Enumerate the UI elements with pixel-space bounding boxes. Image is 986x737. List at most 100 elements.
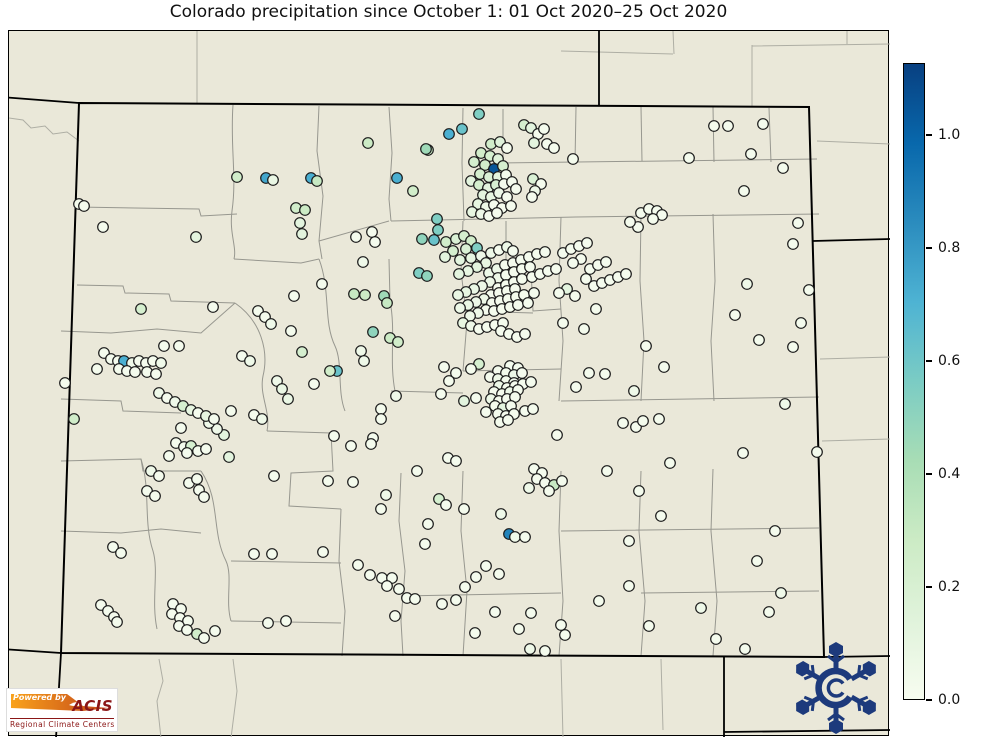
- station-dot: [647, 213, 659, 225]
- station-dot: [593, 595, 605, 607]
- station-dot: [538, 123, 550, 135]
- station-dot: [357, 256, 369, 268]
- station-dot: [380, 489, 392, 501]
- station-dot: [135, 303, 147, 315]
- station-dot: [738, 185, 750, 197]
- station-dot: [280, 615, 292, 627]
- station-dot: [567, 257, 579, 269]
- colorbar-tick-label: 0.2: [938, 578, 961, 595]
- station-dot: [519, 328, 531, 340]
- station-dot: [268, 470, 280, 482]
- colorbar-tick-mark: [926, 586, 932, 588]
- station-dot: [623, 580, 635, 592]
- station-dot: [355, 345, 367, 357]
- station-dot: [450, 367, 462, 379]
- colorado-map: [9, 31, 890, 737]
- station-dot: [543, 485, 555, 497]
- station-dot: [501, 142, 513, 154]
- station-dot: [266, 548, 278, 560]
- station-dot: [751, 555, 763, 567]
- colorbar-tick-mark: [926, 699, 932, 701]
- station-dot: [248, 548, 260, 560]
- colorbar: [903, 63, 925, 700]
- station-dot: [443, 375, 455, 387]
- station-dot: [225, 405, 237, 417]
- colorbar-tick-label: 0.0: [938, 692, 961, 708]
- station-dot: [436, 598, 448, 610]
- station-dot: [422, 518, 434, 530]
- station-dot: [510, 183, 522, 195]
- colorbar-tick-label: 1.0: [938, 126, 961, 143]
- station-dot: [468, 156, 480, 168]
- station-dot: [362, 137, 374, 149]
- acis-logo: Powered by ACIS Regional Climate Centers: [7, 689, 117, 731]
- station-dot: [470, 571, 482, 583]
- chart-title: Colorado precipitation since October 1: …: [169, 2, 728, 22]
- neighbor-county-lines: [9, 31, 890, 737]
- station-dot: [753, 334, 765, 346]
- station-dot: [208, 413, 220, 425]
- station-dot: [741, 278, 753, 290]
- station-dot: [653, 413, 665, 425]
- station-dot: [655, 510, 667, 522]
- station-dot: [525, 376, 537, 388]
- station-dot: [640, 340, 652, 352]
- station-dot: [153, 470, 165, 482]
- station-dot: [407, 185, 419, 197]
- station-dot: [390, 390, 402, 402]
- station-dot: [523, 482, 535, 494]
- station-dot: [276, 383, 288, 395]
- snowflake-arm: [796, 694, 822, 716]
- station-dot: [580, 273, 592, 285]
- station-dot: [787, 341, 799, 353]
- station-dot: [299, 204, 311, 216]
- station-dot: [381, 580, 393, 592]
- station-dot: [375, 403, 387, 415]
- colorbar-tick-mark: [926, 473, 932, 475]
- station-dot: [569, 290, 581, 302]
- station-dot: [367, 326, 379, 338]
- station-dot: [495, 508, 507, 520]
- station-dot: [708, 120, 720, 132]
- station-dot: [453, 268, 465, 280]
- station-dot: [628, 385, 640, 397]
- station-dot: [710, 633, 722, 645]
- station-dot: [288, 290, 300, 302]
- station-dot: [460, 243, 472, 255]
- state-border-colorado: [59, 101, 826, 659]
- station-dot: [512, 299, 524, 311]
- colorbar-tick-label: 0.6: [938, 352, 961, 369]
- station-dot: [375, 413, 387, 425]
- station-dot: [454, 254, 466, 266]
- station-dot: [311, 175, 323, 187]
- station-dot: [381, 297, 393, 309]
- station-dot: [322, 475, 334, 487]
- station-dot: [191, 473, 203, 485]
- station-dot: [231, 171, 243, 183]
- station-dot: [757, 118, 769, 130]
- station-dot: [524, 261, 536, 273]
- station-dot: [129, 366, 141, 378]
- station-dot: [722, 120, 734, 132]
- station-dot: [440, 499, 452, 511]
- station-dot: [777, 162, 789, 174]
- station-dot: [393, 583, 405, 595]
- station-dot: [364, 569, 376, 581]
- station-dot: [792, 217, 804, 229]
- station-dot: [328, 430, 340, 442]
- snowflake-arm: [796, 660, 822, 682]
- station-dot: [115, 547, 127, 559]
- station-dot: [620, 268, 632, 280]
- station-dot: [308, 378, 320, 390]
- station-dot: [539, 246, 551, 258]
- station-dot: [352, 559, 364, 571]
- station-dot: [480, 560, 492, 572]
- acis-name-text: ACIS: [72, 697, 113, 715]
- colorbar-tick-label: 0.8: [938, 239, 961, 256]
- station-dot: [527, 403, 539, 415]
- station-dot: [316, 278, 328, 290]
- station-dot: [509, 531, 521, 543]
- station-dot: [637, 415, 649, 427]
- station-dot: [107, 541, 119, 553]
- acis-swoosh-graphic: [11, 694, 109, 711]
